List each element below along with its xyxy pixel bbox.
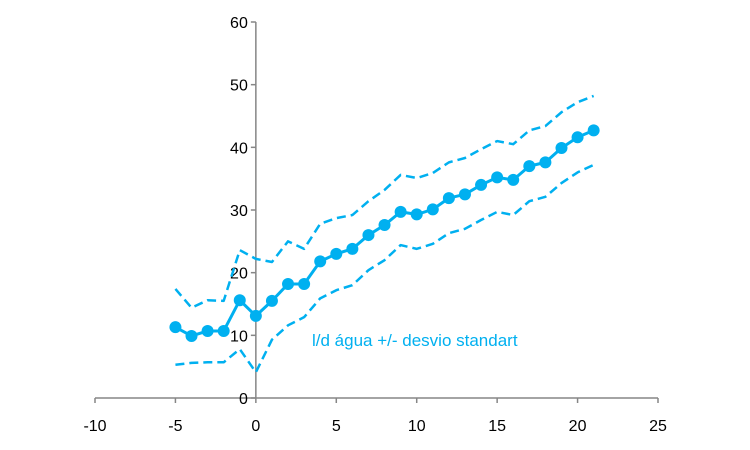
- upper-deviation-line: [174, 94, 595, 310]
- data-point: [362, 229, 375, 242]
- data-point: [507, 173, 520, 186]
- series-group: [169, 94, 600, 374]
- data-point: [298, 277, 311, 290]
- y-tick-label: 40: [230, 140, 248, 157]
- data-point: [587, 124, 600, 137]
- data-point: [442, 192, 455, 205]
- y-tick-label: 0: [239, 391, 248, 408]
- x-tick-label: -5: [168, 418, 182, 435]
- data-point: [185, 329, 198, 342]
- data-point: [491, 171, 504, 184]
- data-point: [394, 205, 407, 218]
- y-tick-label: 10: [230, 328, 248, 345]
- data-point: [523, 160, 536, 173]
- x-tick-label: 10: [408, 418, 426, 435]
- lower-deviation-line: [175, 163, 595, 374]
- data-point: [458, 188, 471, 201]
- data-point: [201, 324, 214, 337]
- data-point: [539, 156, 552, 169]
- data-point: [169, 321, 182, 334]
- data-point: [475, 178, 488, 191]
- data-point: [249, 309, 262, 322]
- y-tick-label: 30: [230, 203, 248, 220]
- data-point: [233, 294, 246, 307]
- y-tick-label: 50: [230, 78, 248, 95]
- data-point: [282, 277, 295, 290]
- data-point: [346, 242, 359, 255]
- x-tick-label: 15: [488, 418, 506, 435]
- data-point: [410, 208, 423, 221]
- data-point: [314, 255, 327, 268]
- x-tick-label: 20: [569, 418, 587, 435]
- x-tick-label: 0: [251, 418, 260, 435]
- x-tick-label: 25: [649, 418, 667, 435]
- data-point: [555, 141, 568, 154]
- axes: [94, 21, 659, 403]
- data-point: [571, 131, 584, 144]
- y-tick-label: 60: [230, 15, 248, 32]
- x-tick-label: 5: [332, 418, 341, 435]
- series-annotation: l/d água +/- desvio standart: [312, 331, 518, 350]
- x-tick-label: -10: [83, 418, 106, 435]
- data-point: [217, 324, 230, 337]
- data-point: [426, 203, 439, 216]
- data-point: [330, 247, 343, 260]
- data-point: [265, 294, 278, 307]
- data-point: [378, 219, 391, 232]
